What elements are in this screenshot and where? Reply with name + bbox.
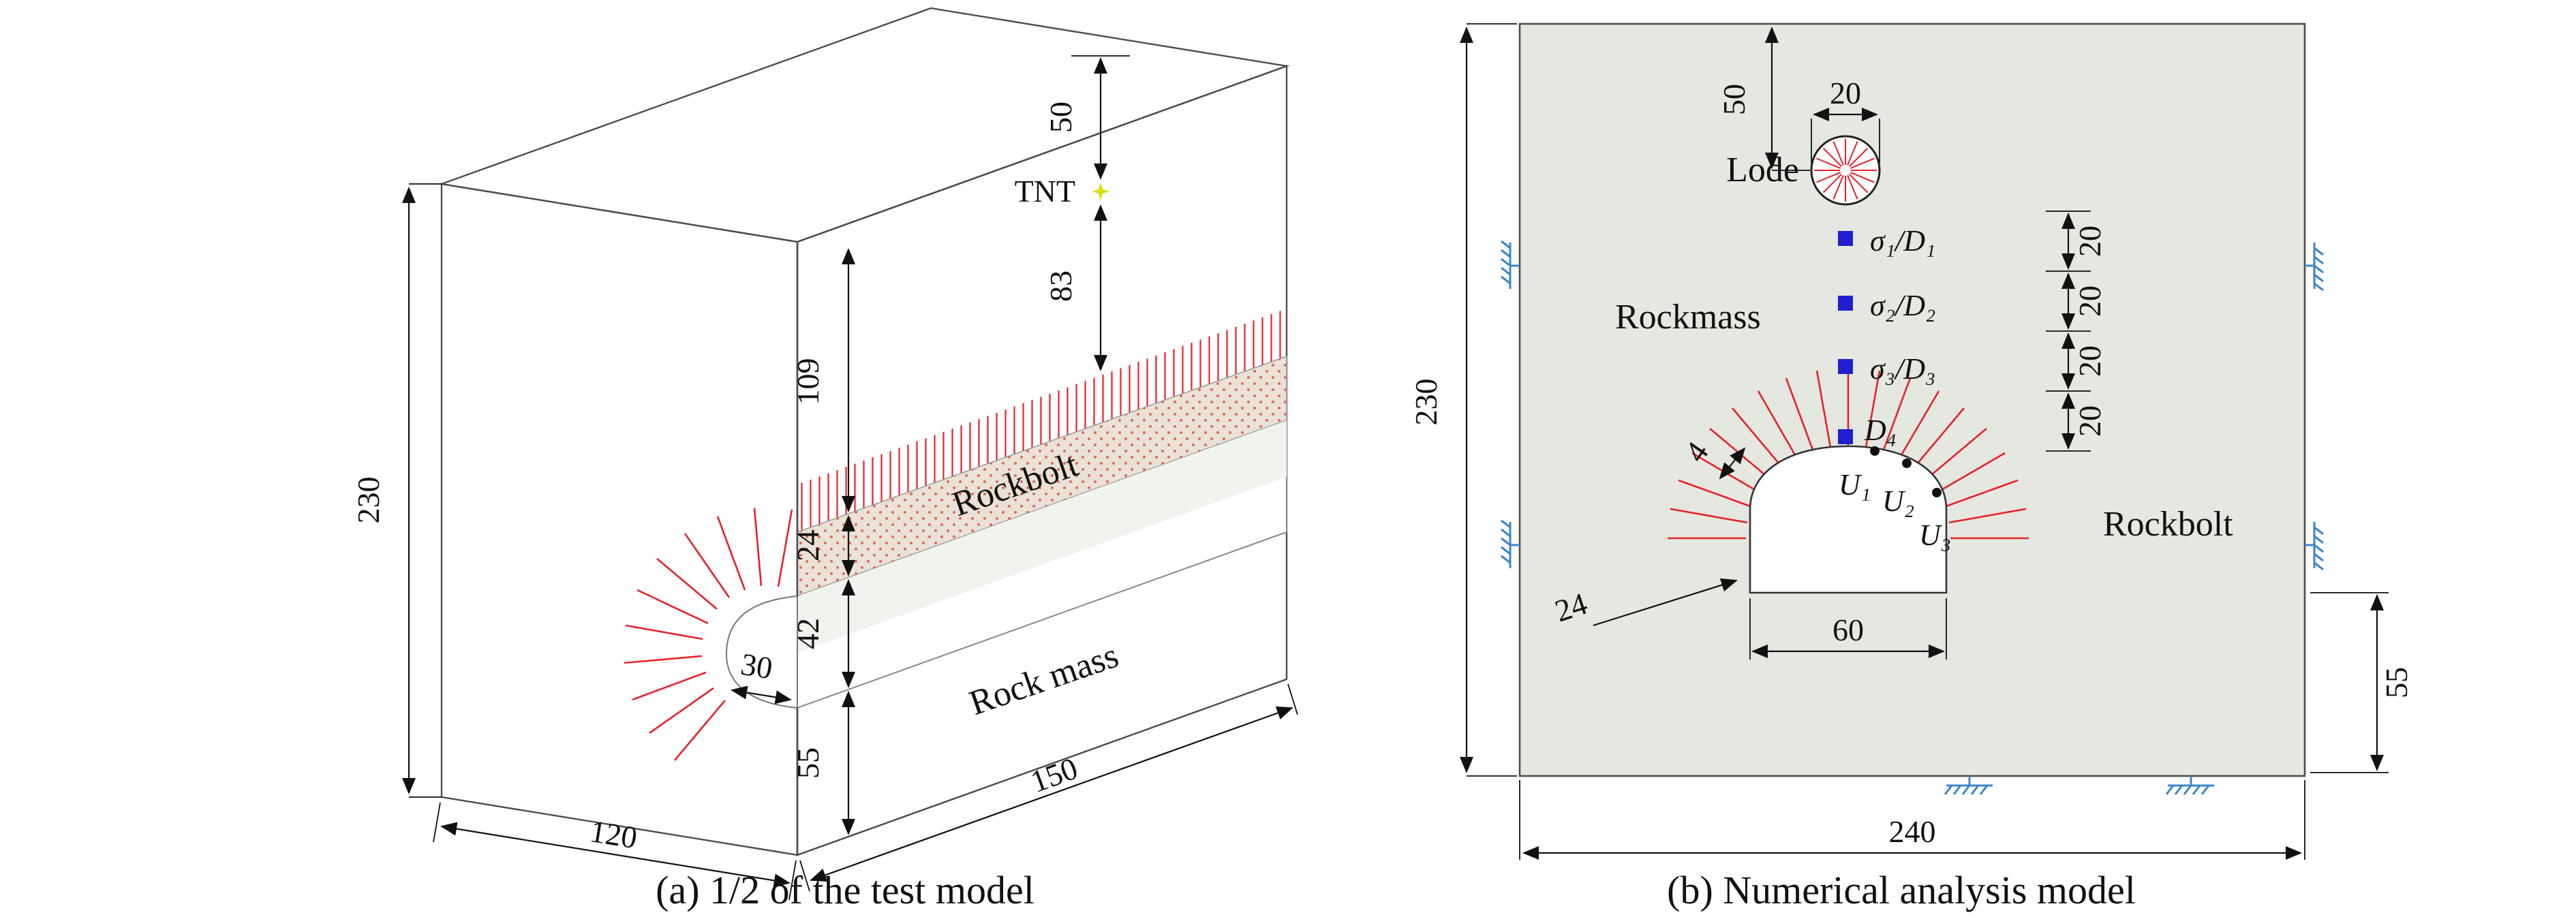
dim-a-24: 24 bbox=[791, 514, 856, 577]
dim-a-50: 50 bbox=[1043, 55, 1130, 181]
dim-b-240-label: 240 bbox=[1889, 814, 1936, 849]
sensor-square-3 bbox=[1838, 359, 1853, 374]
dim-a-42: 42 bbox=[791, 578, 856, 689]
dim-b-20-label: 20 bbox=[1830, 76, 1861, 110]
dim-b-domain-height: 230 bbox=[1409, 23, 1517, 777]
sensor-label-2: σ₂/D₂ bbox=[1870, 289, 1935, 322]
panel-a-caption: (a) 1/2 of the test model bbox=[656, 868, 1034, 912]
dim-a-height: 230 bbox=[351, 183, 442, 798]
dim-b-tunnel-width: 60 bbox=[1749, 598, 1947, 659]
sensor-square-2 bbox=[1838, 296, 1853, 311]
dim-b-domain-width: 240 bbox=[1519, 780, 2305, 860]
dim-a-length-label: 150 bbox=[1026, 751, 1082, 800]
support-left-1 bbox=[1500, 240, 1521, 290]
rockmass-label: Rockmass bbox=[1615, 298, 1761, 337]
dim-a-30-label: 30 bbox=[739, 647, 775, 686]
sensor-label-4: D₄ bbox=[1864, 414, 1897, 447]
dim-b-charge-diameter: 20 bbox=[1811, 76, 1880, 164]
dim-a-109: 109 bbox=[791, 247, 856, 513]
sensor-square-4 bbox=[1838, 429, 1853, 444]
u2-label: U₂ bbox=[1882, 484, 1914, 518]
displacement-points: U₁ U₂ U₃ bbox=[1839, 446, 1951, 552]
dim-b-50-label: 50 bbox=[1717, 84, 1751, 115]
dim-a-83-label: 83 bbox=[1043, 270, 1078, 302]
rockbolt-label-b: Rockbolt bbox=[2103, 505, 2233, 544]
dim-b-60-label: 60 bbox=[1833, 612, 1864, 647]
dim-b-55: 55 bbox=[2310, 592, 2414, 773]
dim-a-55: 55 bbox=[791, 690, 856, 836]
tunnel-opening bbox=[1749, 445, 1948, 594]
dim-b-gauge-chain: 20 20 20 20 bbox=[2046, 211, 2107, 452]
dim-b-charge-depth: 50 bbox=[1717, 26, 1810, 171]
charge-spokes bbox=[1814, 139, 1877, 202]
gauge-spacing-3: 20 bbox=[2072, 345, 2107, 377]
dim-b-230-label: 230 bbox=[1409, 379, 1443, 426]
gauge-spacing-2: 20 bbox=[2072, 285, 2107, 317]
dim-a-24-label: 24 bbox=[791, 530, 825, 561]
rockbolt-fringe bbox=[797, 309, 1287, 532]
support-right-1 bbox=[2303, 241, 2325, 292]
sensor-square-1 bbox=[1838, 231, 1853, 246]
sensor-label-3: σ₃/D₃ bbox=[1870, 352, 1935, 386]
dim-a-55-label: 55 bbox=[791, 747, 825, 779]
dim-a-width: 120 bbox=[433, 802, 797, 901]
panel-a: TNT Rockbolt Rock mass 230 120 150 1 bbox=[351, 7, 1298, 912]
tnt-star-icon bbox=[1092, 183, 1109, 200]
rockmass-domain bbox=[1518, 22, 2306, 777]
u3-dot bbox=[1932, 488, 1942, 497]
dim-a-30: 30 bbox=[731, 647, 792, 704]
u1-dot bbox=[1870, 446, 1880, 456]
sensor-points: σ₁/D₁ σ₂/D₂ σ₃/D₃ D₄ bbox=[1838, 224, 1935, 447]
u1-label: U₁ bbox=[1839, 468, 1871, 501]
dim-a-width-label: 120 bbox=[587, 813, 639, 855]
dim-a-length: 150 bbox=[799, 683, 1298, 892]
rockbolt-fan bbox=[624, 508, 793, 761]
support-left-2 bbox=[1500, 519, 1521, 570]
charge-circle bbox=[1810, 135, 1881, 206]
gauge-spacing-1: 20 bbox=[2072, 226, 2107, 257]
block-top-face bbox=[438, 7, 1290, 243]
support-bottom-2 bbox=[2165, 775, 2215, 796]
dim-a-50-label: 50 bbox=[1043, 102, 1078, 133]
block-end-face bbox=[440, 183, 799, 856]
panel-b: σ₁/D₁ σ₂/D₂ σ₃/D₃ D₄ U₁ U₂ U₃ Lode Rockm… bbox=[1409, 22, 2414, 912]
u2-dot bbox=[1902, 458, 1912, 468]
panel-b-caption: (b) Numerical analysis model bbox=[1667, 868, 2136, 912]
support-right-2 bbox=[2303, 520, 2325, 571]
tnt-label: TNT bbox=[1015, 174, 1075, 208]
dim-a-83: 83 bbox=[1043, 204, 1108, 372]
dim-a-109-label: 109 bbox=[791, 358, 825, 405]
gauge-spacing-4: 20 bbox=[2072, 405, 2107, 437]
dim-a-42-label: 42 bbox=[791, 618, 825, 649]
sensor-label-1: σ₁/D₁ bbox=[1870, 224, 1935, 258]
dim-b-55-label: 55 bbox=[2379, 667, 2414, 698]
support-bottom-1 bbox=[1944, 775, 1994, 796]
u3-label: U₃ bbox=[1919, 518, 1951, 552]
tunnel-far-wall bbox=[797, 420, 1287, 653]
rock-mass-label: Rock mass bbox=[964, 636, 1123, 724]
dim-a-height-label: 230 bbox=[351, 477, 386, 524]
